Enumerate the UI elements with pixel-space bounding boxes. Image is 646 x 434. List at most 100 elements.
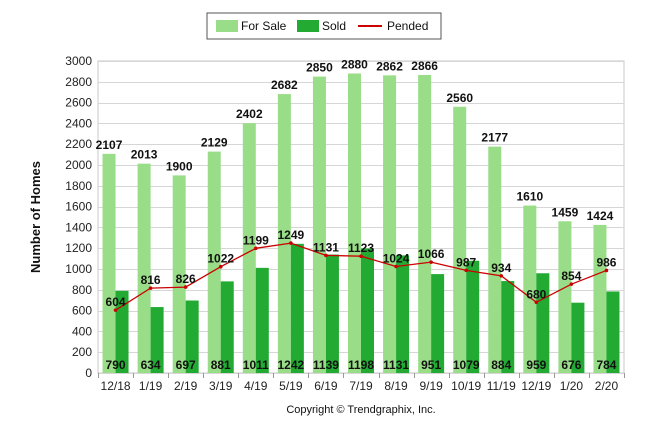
bar-for-sale <box>523 205 537 373</box>
x-tick-label: 1/20 <box>560 379 584 393</box>
y-tick-label: 400 <box>72 324 92 338</box>
label-for-sale: 2129 <box>201 136 228 150</box>
pended-point <box>464 268 469 273</box>
bar-sold <box>255 267 269 373</box>
y-axis-label: Number of Homes <box>28 161 43 273</box>
x-tick-label: 10/19 <box>451 379 481 393</box>
y-tick-label: 2200 <box>65 137 92 151</box>
bar-for-sale <box>348 73 361 373</box>
bar-for-sale <box>277 94 291 374</box>
y-tick-label: 200 <box>72 345 92 359</box>
x-tick-label: 7/19 <box>349 379 373 393</box>
bar-sold <box>115 290 129 373</box>
bar-sold <box>325 254 339 373</box>
bar-sold <box>536 273 550 373</box>
label-for-sale: 1900 <box>166 159 193 173</box>
label-for-sale: 1459 <box>552 205 579 219</box>
pended-point <box>254 246 258 251</box>
y-tick-label: 1200 <box>65 241 92 255</box>
label-pended: 826 <box>176 272 196 286</box>
pended-point <box>359 254 363 259</box>
label-for-sale: 2107 <box>96 138 123 152</box>
legend-label-for-sale: For Sale <box>241 19 287 33</box>
bar-for-sale <box>453 106 467 373</box>
label-sold: 1131 <box>383 358 409 372</box>
x-tick-label: 3/19 <box>209 379 233 393</box>
label-pended: 1123 <box>348 241 374 255</box>
label-pended: 934 <box>491 261 511 275</box>
legend-box <box>206 12 442 40</box>
label-sold: 1011 <box>243 358 269 372</box>
label-pended: 1066 <box>418 247 445 261</box>
legend-label-pended: Pended <box>387 19 428 33</box>
bar-for-sale <box>207 151 221 373</box>
y-tick-label: 2000 <box>65 158 92 172</box>
label-for-sale: 2177 <box>481 131 508 145</box>
bar-for-sale <box>418 74 432 373</box>
bar-for-sale <box>488 146 502 373</box>
pended-point <box>113 308 118 312</box>
legend-label-sold: Sold <box>322 19 346 33</box>
bar-for-sale <box>558 221 572 373</box>
pended-point <box>499 274 504 278</box>
label-sold: 790 <box>106 358 126 372</box>
label-sold: 884 <box>491 358 511 372</box>
y-tick-label: 2800 <box>65 75 92 89</box>
x-tick-label: 9/19 <box>419 379 443 393</box>
pended-point <box>218 264 223 269</box>
label-for-sale: 2866 <box>411 59 438 73</box>
pended-point <box>604 268 609 273</box>
x-tick-label: 12/18 <box>101 379 131 393</box>
bar-sold <box>571 302 585 373</box>
label-for-sale: 1610 <box>516 190 543 204</box>
pended-point <box>183 285 188 289</box>
bar-sold <box>220 281 234 373</box>
label-for-sale: 2560 <box>446 91 473 105</box>
label-sold: 1198 <box>348 358 374 372</box>
bar-sold <box>396 255 410 373</box>
label-for-sale: 2013 <box>131 148 158 162</box>
legend-swatch-sold <box>297 20 319 32</box>
x-tick-label: 8/19 <box>384 379 408 393</box>
label-sold: 697 <box>176 358 196 372</box>
label-for-sale: 2402 <box>236 107 263 121</box>
bar-sold <box>290 243 304 373</box>
y-tick-label: 1400 <box>65 220 92 234</box>
pended-point <box>289 241 293 245</box>
bar-for-sale <box>172 175 186 373</box>
x-tick-label: 11/19 <box>487 379 516 393</box>
label-sold: 784 <box>596 358 616 372</box>
label-pended: 854 <box>561 269 581 283</box>
x-tick-label: 2/19 <box>174 379 198 393</box>
label-sold: 959 <box>526 358 546 372</box>
pended-point <box>394 264 398 269</box>
pended-point <box>569 282 574 286</box>
label-pended: 1131 <box>313 240 339 254</box>
bar-sold <box>466 260 480 373</box>
pended-line <box>113 241 609 312</box>
label-pended: 604 <box>106 295 126 309</box>
label-for-sale: 2880 <box>341 57 368 71</box>
bar-sold <box>501 281 515 373</box>
label-for-sale: 2862 <box>376 59 403 73</box>
legend-swatch-for-sale <box>216 20 238 32</box>
data-labels: 2107 604 790 2013 816 634 1900 826 697 2129 1022 88… <box>96 57 617 372</box>
bars <box>102 73 620 374</box>
label-pended: 986 <box>596 255 616 269</box>
label-sold: 1079 <box>453 358 480 372</box>
label-sold: 881 <box>211 358 231 372</box>
label-pended: 1249 <box>278 228 305 242</box>
pended-point <box>324 253 328 258</box>
pended-point <box>429 260 433 264</box>
pended-point <box>148 286 153 290</box>
label-sold: 951 <box>421 358 441 372</box>
label-sold: 1242 <box>278 358 305 372</box>
bar-sold <box>361 248 374 373</box>
y-tick-label: 2400 <box>65 116 92 130</box>
label-pended: 816 <box>141 273 161 287</box>
x-tick-label: 2/20 <box>595 379 619 393</box>
y-tick-label: 0 <box>85 366 92 380</box>
y-tick-label: 2600 <box>65 96 92 110</box>
x-tick-label: 12/19 <box>521 379 551 393</box>
